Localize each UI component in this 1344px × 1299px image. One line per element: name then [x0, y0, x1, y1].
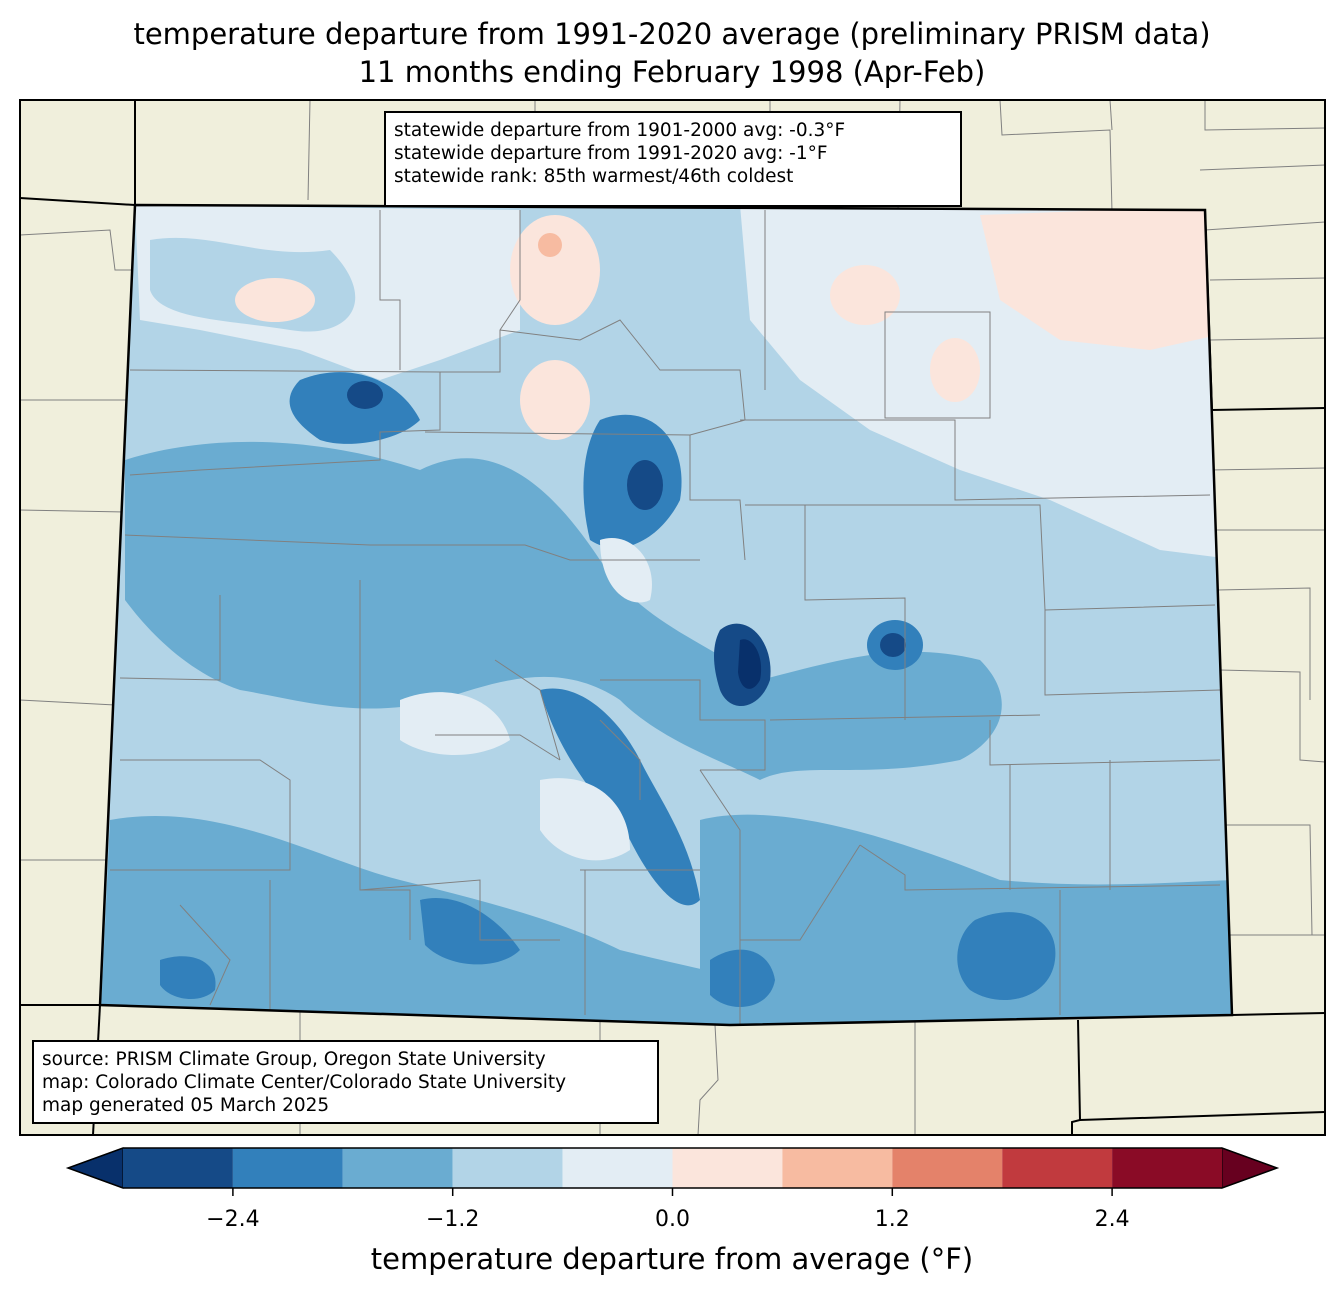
source-line: source: PRISM Climate Group, Oregon Stat…: [42, 1049, 546, 1070]
colorbar-over-arrow: [1221, 1147, 1279, 1189]
colorbar-tick-label-3: 1.2: [874, 1207, 910, 1232]
map-title: temperature departure from 1991-2020 ave…: [133, 17, 1211, 51]
colorbar-bin-1: [232, 1148, 343, 1188]
colorbar-bin-2: [342, 1148, 453, 1188]
colorbar-bin-0: [123, 1148, 233, 1188]
colorbar-under-arrow: [66, 1147, 124, 1189]
colorbar-bin-3: [452, 1148, 563, 1188]
colorbar-tick-label-1: −1.2: [425, 1207, 480, 1232]
colorbar-bin-4: [562, 1148, 673, 1188]
stats-line-rank: statewide rank: 85th warmest/46th coldes…: [394, 166, 794, 187]
map-subtitle: 11 months ending February 1998 (Apr-Feb): [358, 55, 986, 89]
source-box: source: PRISM Climate Group, Oregon Stat…: [32, 1040, 659, 1124]
colorbar-tick-label-0: −2.4: [206, 1207, 260, 1232]
colorado-border: [98, 203, 1234, 1027]
colorbar-bin-9: [1112, 1148, 1222, 1188]
map-frame: [19, 99, 1326, 1136]
temperature-field: [100, 205, 1232, 1025]
colorbar: [65, 1147, 1280, 1196]
colorbar-label: temperature departure from average (°F): [370, 1242, 974, 1276]
colorbar-bin-6: [782, 1148, 893, 1188]
stats-line-1991-2020: statewide departure from 1991-2020 avg: …: [394, 143, 828, 164]
colorbar-tick-label-4: 2.4: [1094, 1207, 1130, 1232]
colorbar-bin-7: [892, 1148, 1003, 1188]
colorado-county-lines: [110, 210, 1221, 1025]
generated-date-line: map generated 05 March 2025: [42, 1095, 330, 1116]
statewide-stats-box: statewide departure from 1901-2000 avg: …: [384, 111, 962, 207]
map-credit-line: map: Colorado Climate Center/Colorado St…: [42, 1072, 567, 1093]
stats-line-1901-2000: statewide departure from 1901-2000 avg: …: [394, 120, 846, 141]
colorbar-bin-5: [672, 1148, 783, 1188]
colorbar-outline: [65, 1147, 1280, 1189]
colorbar-bin-8: [1002, 1148, 1113, 1188]
colorbar-tick-label-2: 0.0: [655, 1207, 690, 1232]
